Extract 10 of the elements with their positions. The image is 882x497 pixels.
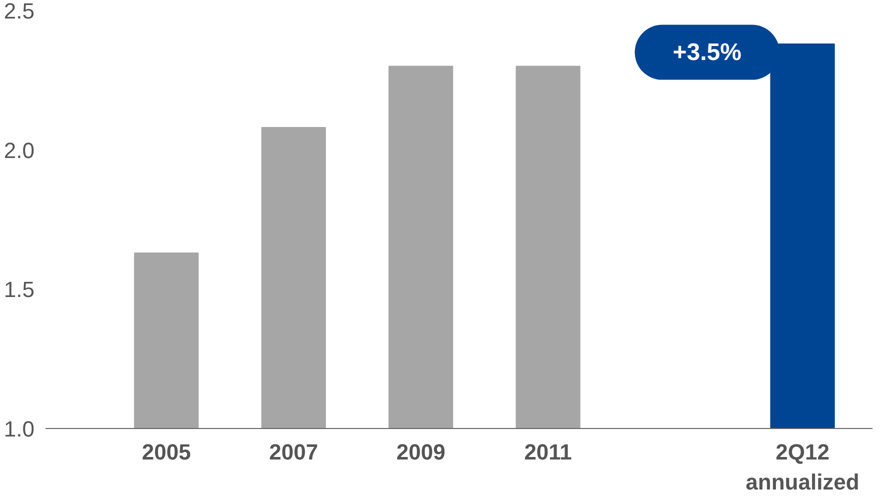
x-tick-label: 2Q12 annualized [746, 440, 860, 494]
x-tick-label: 2005 [142, 440, 191, 464]
y-tick-label: 1.5 [4, 277, 35, 302]
y-tick-label: 1.0 [4, 416, 35, 442]
x-tick-label: 2007 [269, 440, 318, 464]
annotation: +3.5% [672, 38, 742, 66]
x-tick-label: 2009 [396, 440, 446, 464]
x-tick-label: 2011 [524, 440, 572, 464]
y-tick-label: 2.0 [4, 138, 35, 163]
y-tick-label: 2.5 [4, 0, 35, 24]
